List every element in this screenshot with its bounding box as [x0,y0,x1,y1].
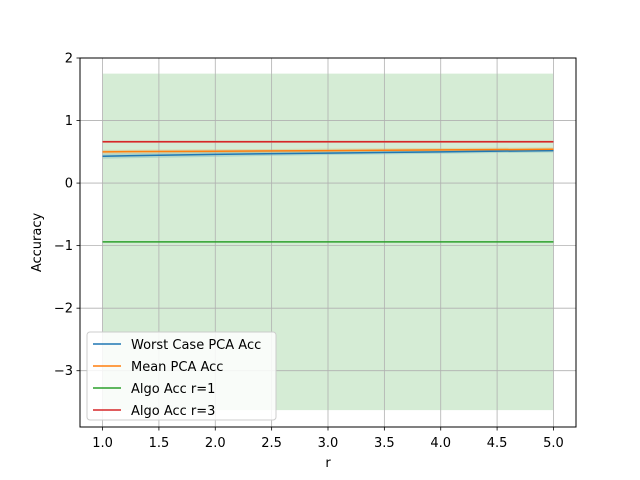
x-tick-label-4: 2.5 [261,436,282,451]
legend: Worst Case PCA Acc Mean PCA Acc Algo Acc r… [86,331,277,421]
legend-label-2: Mean PCA Acc [131,360,223,375]
x-tick-label-5: 3.0 [318,436,339,451]
x-tick-label-3: 2.0 [205,436,226,451]
series-line-2 [102,148,554,153]
x-tick-label-7: 4.0 [430,436,451,451]
x-tick-label-8: 4.5 [487,436,508,451]
y-axis-label: Accuracy [30,213,45,273]
x-tick-label-9: 5.0 [543,436,564,451]
x-axis-label: r [325,456,331,471]
series-line-1 [102,149,554,157]
x-tick-label-1: 1.0 [92,436,113,451]
legend-label-1: Worst Case PCA Acc [131,338,261,353]
legend-label-4: Algo Acc r=3 [131,404,215,419]
y-tick-label-5: 1 [65,114,73,129]
x-tick-label-2: 1.5 [149,436,170,451]
y-tick-label-3: −1 [54,239,73,254]
y-axis-ticks: −3 −2 −1 0 1 2 [54,52,80,379]
series-lines [102,141,554,243]
y-tick-label-1: −3 [54,364,73,379]
x-axis-ticks: 1.0 1.5 2.0 2.5 3.0 3.5 4.0 4.5 5.0 [92,427,564,451]
y-tick-label-2: −2 [54,302,73,317]
legend-label-3: Algo Acc r=1 [131,382,215,397]
y-tick-label-6: 2 [65,52,73,67]
legend-box [86,331,277,421]
y-tick-label-4: 0 [65,177,73,192]
x-tick-label-6: 3.5 [374,436,395,451]
